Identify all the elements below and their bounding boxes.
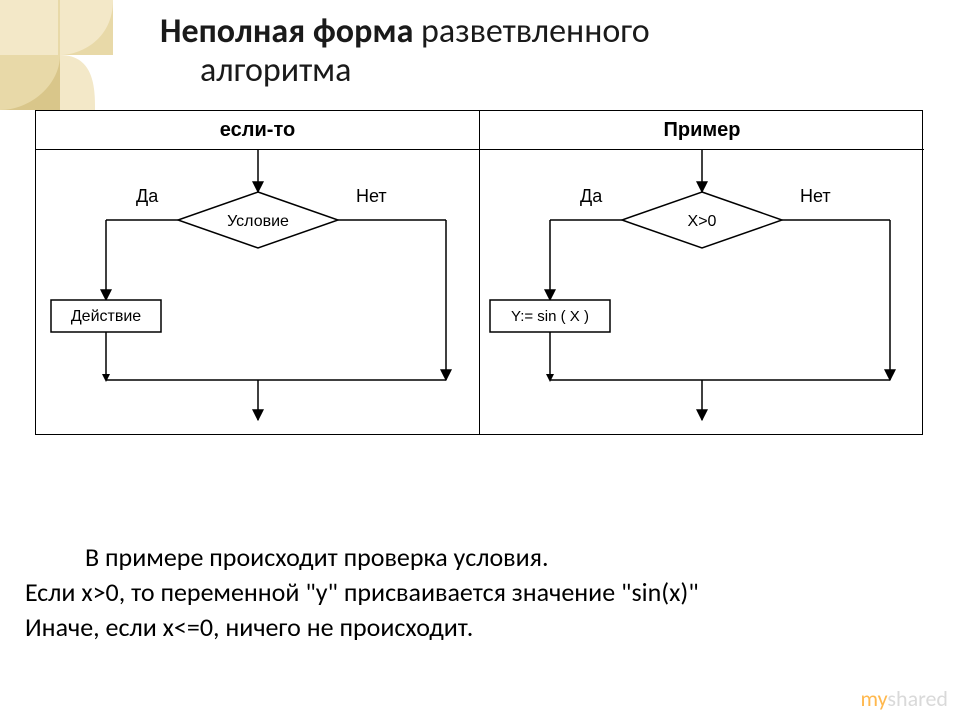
explain-line1: В примере происходит проверка условия. (25, 540, 925, 575)
page-title: Неполная форма разветвленного алгоритма (160, 12, 860, 90)
flowchart-panel-example: Пример X>0 Y:= sin ( X ) (480, 111, 924, 434)
title-rest: разветвленного (413, 11, 649, 52)
flowchart-left-body: Условие Действие Да Нет (36, 150, 479, 435)
flowchart-panel-generic: если-то Условие Действие (36, 111, 480, 434)
action-text: Действие (71, 308, 141, 325)
condition-text: Условие (227, 213, 289, 230)
no-label-left: Нет (356, 186, 387, 207)
title-strong: Неполная форма (160, 11, 413, 52)
flowchart-left-svg: Условие Действие (36, 150, 480, 435)
action-text-right: Y:= sin ( X ) (511, 308, 589, 325)
flowchart-right-svg: X>0 Y:= sin ( X ) (480, 150, 924, 435)
no-label-right: Нет (800, 186, 831, 207)
panel-header-left: если-то (36, 111, 479, 150)
watermark: myshared (860, 685, 948, 712)
flowchart-right-body: X>0 Y:= sin ( X ) Да Нет (480, 150, 924, 435)
watermark-my: my (860, 685, 887, 712)
yes-label-right: Да (580, 186, 602, 207)
explain-line3: Иначе, если х<=0, ничего не происходит. (25, 611, 473, 643)
explanation-text: В примере происходит проверка условия. Е… (25, 540, 925, 645)
corner-decoration (0, 0, 130, 120)
flowchart-table: если-то Условие Действие (35, 110, 923, 435)
watermark-shared: shared (887, 685, 948, 712)
panel-header-right: Пример (480, 111, 924, 150)
condition-text-right: X>0 (688, 213, 717, 230)
yes-label-left: Да (136, 186, 158, 207)
title-line2: алгоритма (160, 50, 351, 91)
explain-line2: Если х>0, то переменной "у" присваиваетс… (25, 576, 699, 608)
